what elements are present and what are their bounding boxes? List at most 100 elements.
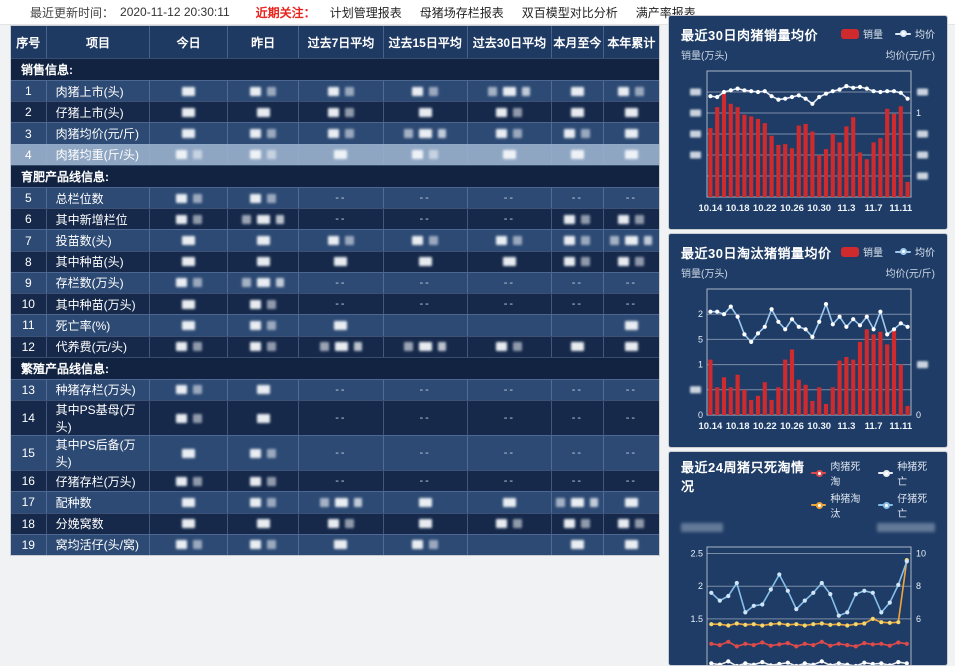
legend-item[interactable]: 销量: [841, 244, 883, 259]
redacted-value: [267, 129, 277, 139]
table-row[interactable]: 7 投苗数(头): [11, 229, 659, 251]
redacted-value: [496, 342, 508, 352]
redacted-value: [175, 540, 187, 550]
no-data-dashes: --: [503, 383, 516, 396]
redacted-value: [344, 129, 354, 139]
table-row[interactable]: 6 其中新增栏位 -- -- --: [11, 208, 659, 230]
table-cell: [384, 534, 468, 555]
top-menu-item[interactable]: 双百模型对比分析: [521, 5, 618, 20]
table-cell: --: [299, 294, 384, 315]
section-header-row: 育肥产品线信息:: [11, 164, 659, 187]
table-row[interactable]: 17 配种数: [11, 491, 659, 513]
table-row[interactable]: 9 存栏数(万头) -- -- -- -- --: [11, 271, 659, 294]
item-name: 代养费(元/头): [47, 336, 151, 357]
legend-label: 均价: [915, 248, 935, 259]
svg-text:10.14: 10.14: [699, 421, 723, 432]
table-cell: --: [468, 401, 553, 436]
svg-text:0: 0: [698, 410, 703, 420]
legend-item[interactable]: 仔猪死亡: [878, 490, 935, 520]
legend-item[interactable]: 销量: [841, 26, 883, 41]
redacted-value: [513, 519, 523, 529]
redacted-value: [334, 497, 348, 507]
legend-item[interactable]: 肉猪死淘: [811, 458, 868, 488]
table-cell: --: [604, 294, 659, 314]
table-row[interactable]: 11 死亡率(%): [11, 314, 659, 336]
no-data-dashes: --: [335, 276, 347, 289]
table-cell: [468, 144, 553, 165]
table-cell: --: [384, 294, 468, 315]
redacted-value: [267, 150, 277, 160]
redacted-value: [192, 342, 202, 352]
table-row[interactable]: 19 窝均活仔(头/窝): [11, 533, 659, 555]
redacted-value: [488, 86, 498, 96]
table-row[interactable]: 13 种猪存栏(万头) -- -- -- -- --: [11, 378, 659, 401]
row-number: 4: [11, 144, 47, 165]
legend-item[interactable]: 种猪死亡: [878, 458, 935, 488]
redacted-value: [635, 257, 645, 267]
table-cell: [384, 336, 468, 357]
top-menu-item[interactable]: 母猪场存栏报表: [419, 5, 504, 20]
report-table-panel: 序号 项目 今日 昨日 过去7日平均 过去15日平均 过去30日平均 本月至今 本年累计 销售信…: [10, 25, 660, 556]
table-cell: --: [468, 187, 553, 209]
redacted-value: [256, 413, 270, 423]
section-header-row: 销售信息:: [11, 58, 659, 80]
svg-text:10: 10: [916, 549, 926, 559]
item-name: 总栏位数: [47, 187, 151, 209]
no-data-dashes: --: [335, 298, 347, 311]
legend-item[interactable]: 均价: [895, 26, 935, 41]
table-row[interactable]: 8 其中种苗(头): [11, 250, 659, 272]
table-cell: --: [604, 471, 659, 491]
axis-label-left: [681, 523, 723, 532]
redacted-value: [412, 86, 424, 96]
redacted-value: [581, 214, 591, 224]
table-row[interactable]: 3 肉猪均价(元/斤): [11, 122, 659, 144]
redacted-value: [570, 150, 584, 160]
table-cell: [228, 379, 300, 401]
redacted-value: [182, 129, 196, 139]
top-menu-item[interactable]: 计划管理报表: [329, 5, 402, 20]
table-row[interactable]: 12 代养费(元/头): [11, 335, 659, 357]
table-row[interactable]: 14 其中PS基母(万头) -- -- -- -- --: [11, 400, 659, 436]
table-cell: [384, 123, 468, 144]
chart-legend: 销量 均价: [841, 26, 935, 41]
svg-text:6: 6: [916, 614, 921, 624]
redacted-value: [267, 320, 277, 330]
table-cell: --: [604, 436, 659, 470]
table-cell: [150, 513, 229, 534]
no-data-dashes: --: [503, 192, 516, 205]
column-header: 昨日: [228, 26, 300, 58]
no-data-dashes: --: [625, 383, 638, 396]
table-row[interactable]: 16 仔猪存栏(万头) -- -- -- -- --: [11, 470, 659, 492]
redacted-value: [334, 257, 348, 267]
table-cell: [299, 492, 384, 513]
redacted-value: [564, 257, 576, 267]
redacted-value: [182, 86, 196, 96]
table-cell: --: [604, 273, 659, 293]
table-cell: [150, 251, 229, 272]
table-cell: --: [299, 379, 384, 401]
redacted-value: [250, 299, 262, 309]
table-cell: --: [604, 401, 659, 435]
table-row[interactable]: 2 仔猪上市(头): [11, 101, 659, 123]
table-row[interactable]: 10 其中种苗(万头) -- -- -- -- --: [11, 293, 659, 315]
redacted-value: [412, 236, 424, 246]
table-cell: [150, 534, 229, 555]
table-row[interactable]: 4 肉猪均重(斤/头): [11, 143, 659, 165]
redacted-value: [502, 150, 516, 160]
table-row[interactable]: 1 肉猪上市(头): [11, 80, 659, 102]
legend-item[interactable]: 均价: [895, 244, 935, 259]
table-cell: [299, 81, 384, 102]
table-cell: [150, 230, 229, 251]
redacted-value: [556, 497, 566, 507]
redacted-value: [344, 236, 354, 246]
column-header: 序号: [11, 26, 47, 58]
table-row[interactable]: 15 其中PS后备(万头) -- -- -- -- --: [11, 435, 659, 471]
redacted-value: [624, 320, 638, 330]
table-cell: --: [468, 436, 553, 471]
redacted-value: [182, 107, 196, 117]
table-row[interactable]: 5 总栏位数 -- -- -- -- --: [11, 186, 659, 209]
legend-label: 销量: [863, 30, 883, 41]
legend-item[interactable]: 种猪淘汰: [811, 490, 868, 520]
table-row[interactable]: 18 分娩窝数: [11, 512, 659, 534]
redacted-value: [353, 342, 362, 352]
